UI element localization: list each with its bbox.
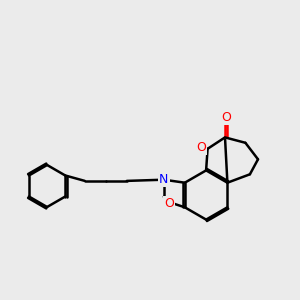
Text: O: O bbox=[222, 111, 231, 124]
Text: O: O bbox=[164, 197, 174, 210]
Text: N: N bbox=[159, 173, 169, 186]
Text: O: O bbox=[196, 141, 206, 154]
